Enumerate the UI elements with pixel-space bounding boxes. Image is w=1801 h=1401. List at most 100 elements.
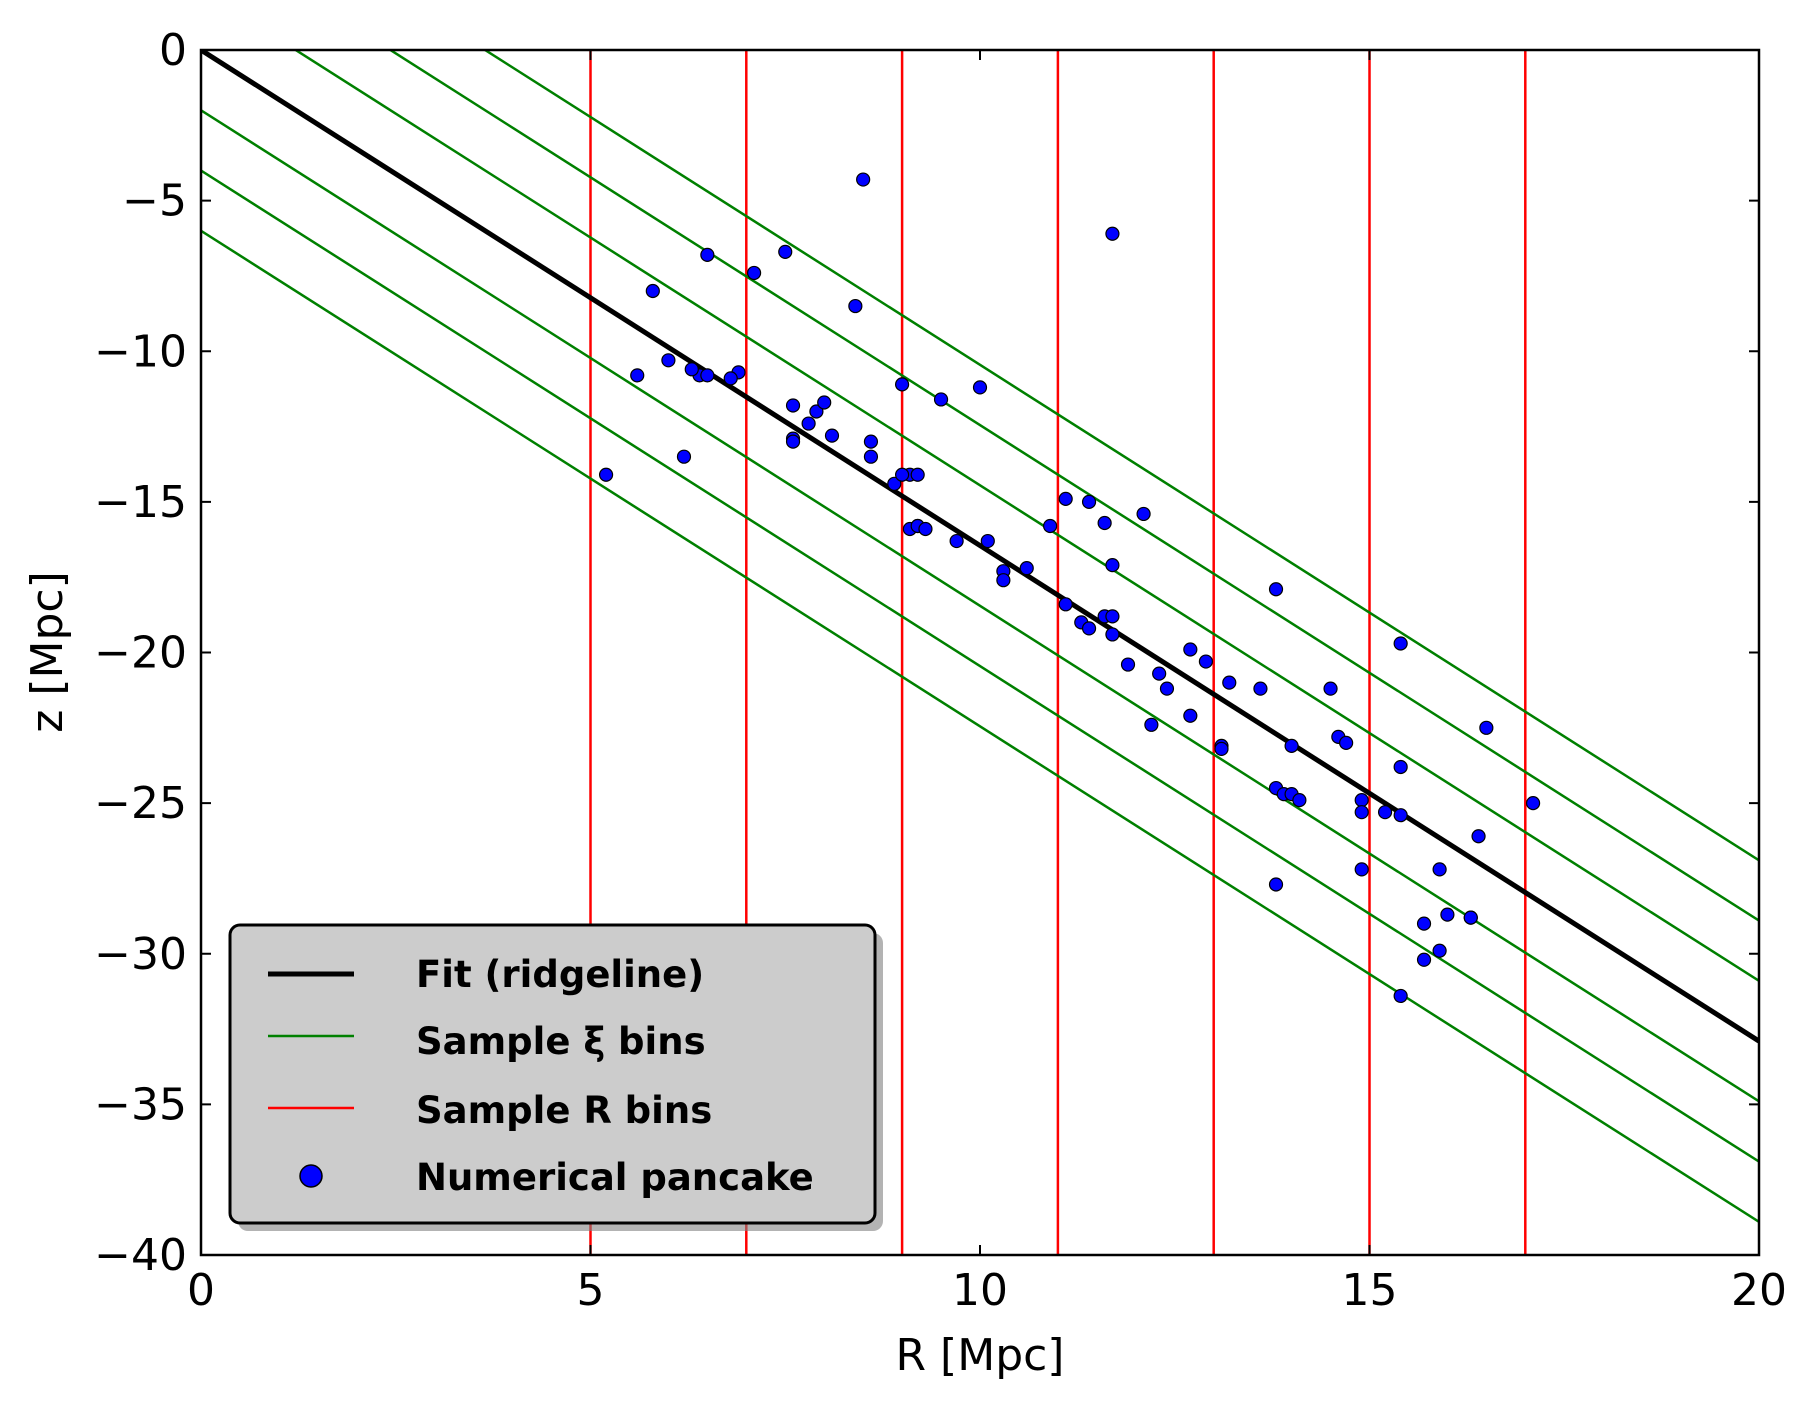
xi-bin-line-4: [201, 169, 1759, 1163]
y-tick-label-0: 0: [159, 25, 187, 76]
data-point-87: [1440, 907, 1455, 922]
data-point-12: [723, 371, 738, 386]
y-axis-label: z [Mpc]: [22, 571, 73, 733]
data-point-72: [1292, 793, 1307, 808]
data-point-37: [980, 533, 995, 549]
data-point-20: [817, 395, 832, 410]
data-point-34: [910, 467, 925, 482]
data-point-66: [1323, 681, 1338, 696]
data-point-75: [1354, 805, 1369, 820]
data-point-57: [1183, 642, 1198, 657]
data-point-30: [894, 467, 910, 482]
data-point-81: [1393, 988, 1408, 1004]
data-point-88: [1432, 943, 1447, 958]
plot-area: [201, 50, 1759, 1255]
data-point-47: [1136, 506, 1151, 522]
data-point-53: [1120, 657, 1136, 672]
data-point-46: [1105, 558, 1120, 573]
data-point-77: [1377, 805, 1393, 820]
data-point-22: [785, 434, 801, 449]
data-point-10: [700, 368, 715, 383]
data-point-24: [863, 449, 879, 464]
data-point-78: [1393, 808, 1408, 823]
legend-fit-label: Fit (ridgeline): [416, 953, 704, 996]
data-point-41: [1043, 518, 1058, 534]
y-tick-label-1: −5: [122, 176, 187, 227]
xi-bin-line-0: [482, 50, 1759, 862]
data-point-65: [1284, 738, 1299, 753]
xi-bin-line-5: [201, 229, 1759, 1223]
x-tick-label-0: 0: [187, 1265, 215, 1316]
data-point-25: [894, 377, 910, 392]
data-point-91: [1463, 910, 1478, 925]
legend-xi-label: Sample ξ bins: [416, 1020, 706, 1063]
y-tick-label-5: −25: [94, 778, 187, 829]
data-point-19: [801, 416, 816, 431]
xi-bin-line-1: [388, 50, 1759, 922]
x-tick-label-2: 10: [952, 1265, 1008, 1316]
data-point-49: [1081, 621, 1097, 636]
data-point-52: [1105, 627, 1120, 642]
data-point-28: [933, 392, 949, 407]
data-point-6: [645, 283, 660, 299]
data-point-58: [1198, 654, 1214, 669]
legend: Fit (ridgeline) Sample ξ bins Sample R b…: [228, 923, 883, 1231]
axes-ticks: 0 5 10 15 20 0 −5 −10 −15 −20 −25 −30 −35 −40: [94, 25, 1787, 1316]
x-tick-label-3: 15: [1342, 1265, 1398, 1316]
x-tick-label-1: 5: [577, 1265, 605, 1316]
fit-line: [201, 50, 1759, 1044]
data-point-62: [1214, 741, 1229, 757]
legend-points-label: Numerical pancake: [416, 1156, 814, 1199]
data-point-76: [1354, 862, 1369, 877]
data-point-40: [1019, 561, 1034, 576]
data-point-54: [1152, 666, 1167, 681]
data-point-85: [1525, 796, 1541, 811]
data-point-74: [1354, 793, 1369, 808]
data-point-39: [996, 573, 1011, 588]
data-point-79: [1393, 636, 1408, 651]
data-point-63: [1253, 681, 1268, 696]
data-point-2: [778, 244, 793, 259]
data-point-7: [630, 368, 645, 383]
data-point-73: [1268, 877, 1284, 892]
data-point-60: [1222, 675, 1237, 690]
data-point-3: [700, 247, 715, 262]
y-tick-label-3: −15: [94, 477, 187, 528]
legend-box: [228, 923, 877, 1225]
data-point-44: [1081, 494, 1097, 509]
data-point-82: [1479, 720, 1494, 735]
data-point-36: [949, 533, 964, 549]
data-point-18: [809, 404, 824, 419]
data-point-42: [1058, 491, 1073, 506]
legend-r-label: Sample R bins: [416, 1089, 712, 1132]
data-point-59: [1183, 708, 1198, 723]
data-point-68: [1339, 735, 1354, 750]
data-point-1: [1105, 226, 1120, 241]
data-point-5: [848, 298, 863, 314]
x-axis-label: R [Mpc]: [896, 1330, 1065, 1381]
data-point-86: [1432, 862, 1447, 877]
xi-bin-line-2: [293, 50, 1759, 982]
data-point-89: [1416, 916, 1432, 931]
data-point-45: [1097, 515, 1112, 531]
data-point-0: [856, 172, 871, 187]
data-point-4: [746, 265, 762, 281]
data-point-90: [1416, 952, 1432, 967]
data-point-55: [1159, 681, 1175, 696]
data-point-27: [972, 380, 988, 395]
data-point-15: [598, 467, 614, 482]
data-point-80: [1393, 759, 1408, 775]
xi-bin-line-3: [201, 109, 1759, 1103]
y-tick-label-8: −40: [94, 1230, 187, 1281]
y-tick-label-4: −20: [94, 628, 187, 679]
data-point-23: [863, 434, 879, 449]
legend-points-swatch: [299, 1164, 323, 1188]
data-point-51: [1105, 609, 1120, 624]
x-tick-label-4: 20: [1731, 1265, 1787, 1316]
data-point-21: [824, 428, 840, 443]
data-point-16: [785, 398, 801, 413]
data-point-43: [1058, 597, 1073, 612]
data-point-64: [1268, 582, 1284, 597]
data-point-13: [684, 362, 699, 377]
